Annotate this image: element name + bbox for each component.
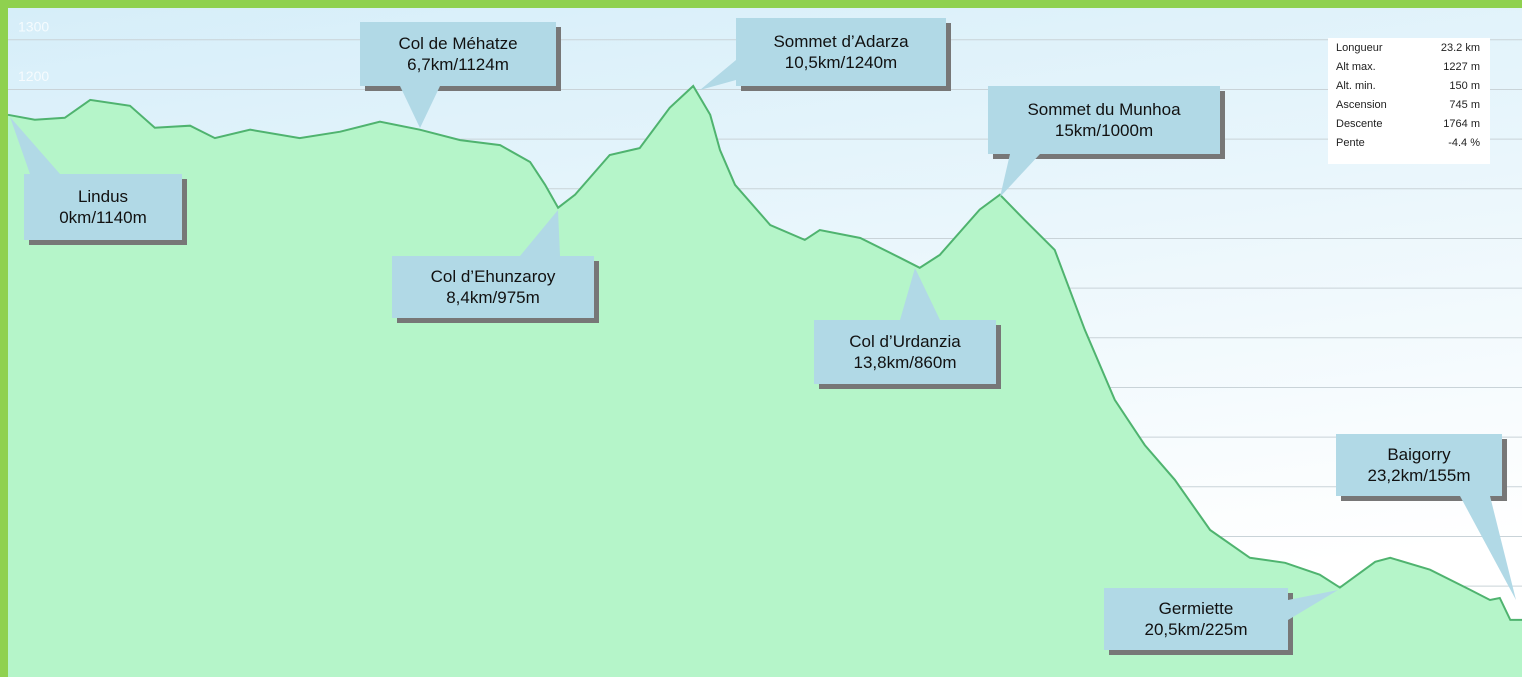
callout-pointer — [400, 86, 440, 128]
callout-label: 8,4km/975m — [446, 288, 540, 307]
stats-box — [1328, 38, 1490, 164]
callout: Lindus 0km/1140m — [10, 117, 187, 245]
area — [8, 86, 1522, 677]
stats-key: Longueur — [1336, 42, 1383, 54]
callout-name: Col de Méhatze — [398, 34, 517, 53]
callout-label: 23,2km/155m — [1368, 466, 1471, 485]
callout-name: Col d’Ehunzaroy — [431, 267, 556, 286]
callout: Sommet du Munhoa 15km/1000m — [988, 86, 1225, 197]
callout-name: Germiette — [1159, 599, 1234, 618]
stats-value: 150 m — [1449, 80, 1480, 92]
stats-key: Ascension — [1336, 99, 1387, 111]
profile-line — [7, 84, 1522, 621]
stats-key: Pente — [1336, 137, 1365, 149]
stats-value: 745 m — [1449, 99, 1480, 111]
callout-box — [814, 320, 996, 384]
callout-pointer — [1460, 496, 1516, 600]
callout-label: 20,5km/225m — [1145, 620, 1248, 639]
stats-key: Descente — [1336, 118, 1382, 130]
stats-value: -4.4 % — [1448, 137, 1480, 149]
callout-box — [24, 174, 182, 240]
callout-label: 6,7km/1124m — [407, 55, 509, 74]
callout-box — [392, 256, 594, 318]
callout-name: Baigorry — [1387, 445, 1451, 464]
callout-pointer — [520, 210, 560, 256]
stats-value: 1227 m — [1443, 61, 1480, 73]
callout-name: Sommet du Munhoa — [1027, 100, 1181, 119]
callout: Col de Méhatze 6,7km/1124m — [360, 22, 561, 128]
callout: Germiette 20,5km/225m — [1104, 588, 1338, 655]
callout-box — [360, 22, 556, 86]
callout-label: 13,8km/860m — [854, 353, 957, 372]
callout-pointer — [1000, 154, 1040, 197]
callout-box — [1336, 434, 1502, 496]
stats-key: Alt max. — [1336, 61, 1376, 73]
callout: Col d’Ehunzaroy 8,4km/975m — [392, 210, 599, 323]
callout-box — [736, 18, 946, 86]
callout-pointer — [10, 117, 60, 174]
callout-name: Lindus — [78, 187, 128, 206]
callout-pointer — [1288, 590, 1338, 620]
callout-box — [988, 86, 1220, 154]
callout-pointer — [900, 268, 940, 320]
callout-pointer — [700, 60, 736, 90]
callout-name: Col d’Urdanzia — [849, 332, 961, 351]
callout: Sommet d’Adarza 10,5km/1240m — [700, 18, 951, 91]
stats-key: Alt. min. — [1336, 80, 1376, 92]
callout-name: Sommet d’Adarza — [773, 32, 909, 51]
stats-value: 23.2 km — [1441, 42, 1480, 54]
callout-box — [1104, 588, 1288, 650]
stats-value: 1764 m — [1443, 118, 1480, 130]
y-tick-label: 1300 — [18, 18, 49, 34]
callout-label: 10,5km/1240m — [785, 53, 897, 72]
callout-label: 15km/1000m — [1055, 121, 1153, 140]
callout-label: 0km/1140m — [59, 208, 147, 227]
callout: Col d’Urdanzia 13,8km/860m — [814, 268, 1001, 389]
callout: Baigorry 23,2km/155m — [1336, 434, 1516, 600]
y-tick-label: 1200 — [18, 68, 49, 84]
